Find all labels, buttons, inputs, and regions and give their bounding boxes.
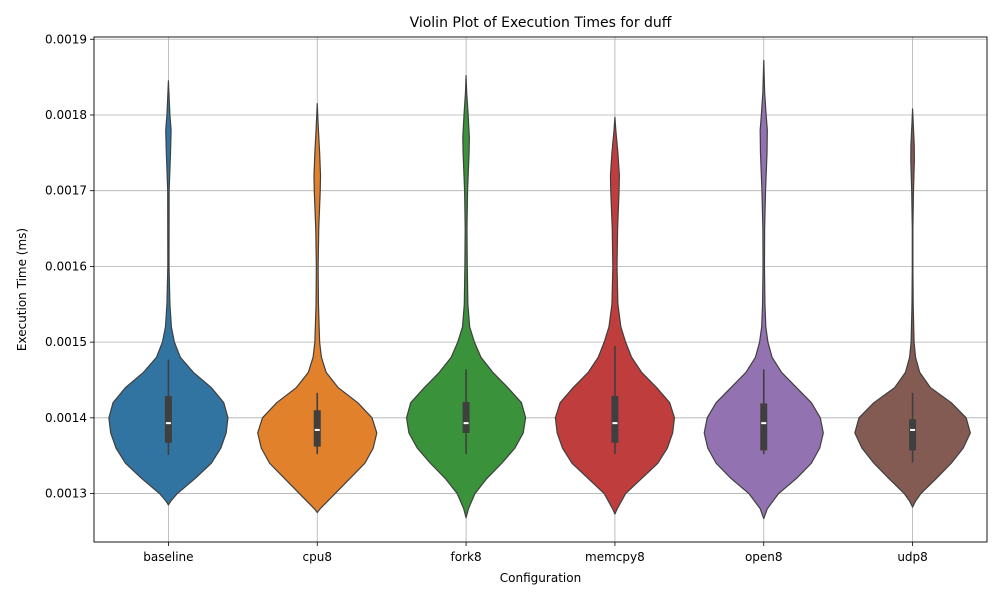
iqr-box-baseline [164,395,172,443]
violins [108,59,971,520]
violin-baseline [108,80,229,506]
iqr-box-open8 [760,403,768,451]
violin-cpu8 [257,103,378,514]
iqr-box-fork8 [462,401,470,433]
y-axis-label: Execution Time (ms) [15,228,29,351]
y-tick-label: 0.0016 [45,259,87,273]
y-tick-label: 0.0019 [45,32,87,46]
iqr-box-memcpy8 [611,395,619,443]
y-tick-label: 0.0018 [45,108,87,122]
x-tick-label-udp8: udp8 [897,550,927,564]
violin-open8 [703,59,824,520]
y-tick-label: 0.0017 [45,184,87,198]
violin-udp8 [854,108,971,508]
x-tick-label-open8: open8 [745,550,783,564]
x-tick-label-baseline: baseline [143,550,193,564]
violin-fork8 [405,75,527,519]
x-axis-label: Configuration [500,571,581,585]
violin-memcpy8 [554,116,676,515]
chart-title: Violin Plot of Execution Times for duff [410,15,672,31]
x-tick-label-memcpy8: memcpy8 [585,550,645,564]
y-tick-label: 0.0014 [45,411,87,425]
grid-lines [94,37,987,542]
axis-ticks: 0.0013 0.0014 0.0015 0.0016 0.0017 0.0018 0.00… [45,32,928,564]
x-tick-label-fork8: fork8 [451,550,482,564]
y-tick-label: 0.0015 [45,335,87,349]
iqr-box-cpu8 [313,410,321,447]
iqr-box-udp8 [909,419,917,451]
plot-frame [93,36,988,543]
y-tick-label: 0.0013 [45,487,87,501]
x-tick-label-cpu8: cpu8 [303,550,332,564]
